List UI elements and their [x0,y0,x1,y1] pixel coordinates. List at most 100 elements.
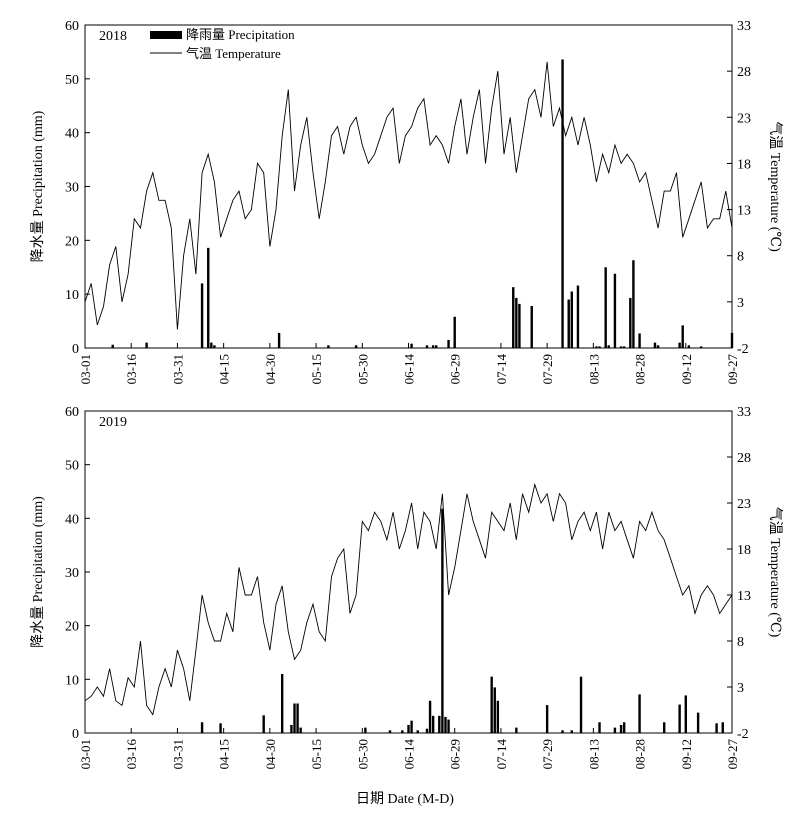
y-left-tick-label: 40 [65,127,79,142]
y-left-tick-label: 50 [65,73,79,88]
legend-precip-swatch [150,31,182,39]
x-tick-label: 08-28 [633,739,648,769]
precip-bar [327,345,330,348]
x-tick-label: 09-27 [725,354,740,385]
precip-bar [296,703,299,733]
precip-bar [629,297,632,348]
x-tick-label: 08-28 [633,354,648,384]
precip-bar [219,723,222,733]
precip-bar [715,723,718,733]
precip-bar [561,730,564,733]
y-left-tick-label: 20 [65,234,79,249]
x-tick-label: 05-15 [309,739,324,769]
y-right-tick-label: -2 [737,727,749,742]
y-left-tick-label: 50 [65,459,79,474]
y-right-tick-label: -2 [737,342,749,357]
precip-bar [622,346,626,348]
precip-bar [656,345,660,348]
precip-bar [684,695,687,733]
precip-bar [598,722,601,733]
precip-bar [619,346,623,348]
precip-bar [678,342,681,348]
y-left-tick-label: 60 [65,19,79,34]
precip-bar [638,333,641,348]
x-tick-label: 05-30 [355,739,370,769]
precip-bar [638,694,641,733]
precip-bar [145,342,148,348]
precip-bar [200,283,204,348]
precip-bar [299,727,302,733]
y-left-axis-title: 降水量 Precipitation (mm) [30,110,46,262]
x-tick-label: 06-14 [402,739,417,770]
precip-bar [364,727,367,733]
precip-bar [200,722,204,733]
x-tick-label: 03-16 [124,739,139,770]
x-tick-label: 06-29 [448,739,463,769]
x-tick-label: 09-12 [679,354,694,384]
precip-bar [410,343,413,348]
precip-bar [681,325,684,348]
panel-2018: 0 10 20 30 40 50 60 -2 3 8 13 18 23 28 33 03-01 03-16 03-… [30,19,783,384]
x-tick-label: 04-30 [263,739,278,769]
x-tick-label: 08-13 [586,354,601,384]
precip-bar [428,700,432,733]
precip-bar [512,287,515,348]
precip-bar [425,345,429,348]
precip-bar [293,703,296,733]
legend: 降雨量 Precipitation 气温 Temperature [150,27,295,61]
y-left-tick-label: 60 [65,405,79,420]
x-tick-label: 07-29 [540,354,555,384]
y-left-tick-label: 40 [65,512,79,527]
y-left-axis-title: 降水量 Precipitation (mm) [30,496,46,648]
x-tick-label: 03-31 [170,739,185,769]
precip-bar [619,724,623,733]
precip-bar [213,345,216,348]
precip-bar [567,299,570,348]
precip-bar [447,339,450,348]
x-tick-label: 06-29 [448,354,463,384]
precip-bar [579,676,583,733]
precip-bar [444,716,447,733]
x-tick-label: 05-15 [309,354,324,384]
precip-bar [561,59,564,348]
y-right-tick-label: 23 [737,111,751,126]
precip-bar [431,345,435,348]
precip-bar [515,297,518,348]
precip-bar [515,727,518,733]
x-tick-label: 08-13 [586,739,601,769]
precip-bar [290,724,293,733]
y-left-tick-label: 10 [65,673,79,688]
precip-bar [453,316,456,348]
precip-bar [210,342,213,348]
y-right-tick-label: 18 [737,543,751,558]
precip-bar [490,676,493,733]
precip-bar [576,285,580,348]
precip-bar [632,260,635,348]
precip-bar [530,306,533,348]
x-tick-label: 03-16 [124,354,139,385]
precip-bar [607,345,610,348]
y-left-tick-label: 30 [65,566,79,581]
y-right-tick-label: 13 [737,204,751,219]
precip-bar [277,332,281,348]
precip-bar [496,700,500,733]
precip-bar [438,715,441,733]
precip-bar [447,719,450,733]
precip-bar [613,273,617,348]
y-right-axis-title: 气温 Temperature (℃) [767,121,783,252]
precip-bar [663,722,666,733]
x-tick-label: 09-27 [725,739,740,770]
precip-bar [730,332,734,348]
temperature-line [84,482,733,716]
y-right-tick-label: 33 [737,405,751,420]
precip-bar [207,247,210,348]
precip-bar [653,342,657,348]
precip-bar [604,267,607,348]
y-right-tick-label: 8 [737,635,744,650]
precip-bar [721,722,724,733]
y-right-tick-label: 28 [737,451,751,466]
x-tick-label: 04-15 [217,739,232,769]
plot-frame [84,410,733,734]
x-tick-label: 04-30 [263,354,278,384]
